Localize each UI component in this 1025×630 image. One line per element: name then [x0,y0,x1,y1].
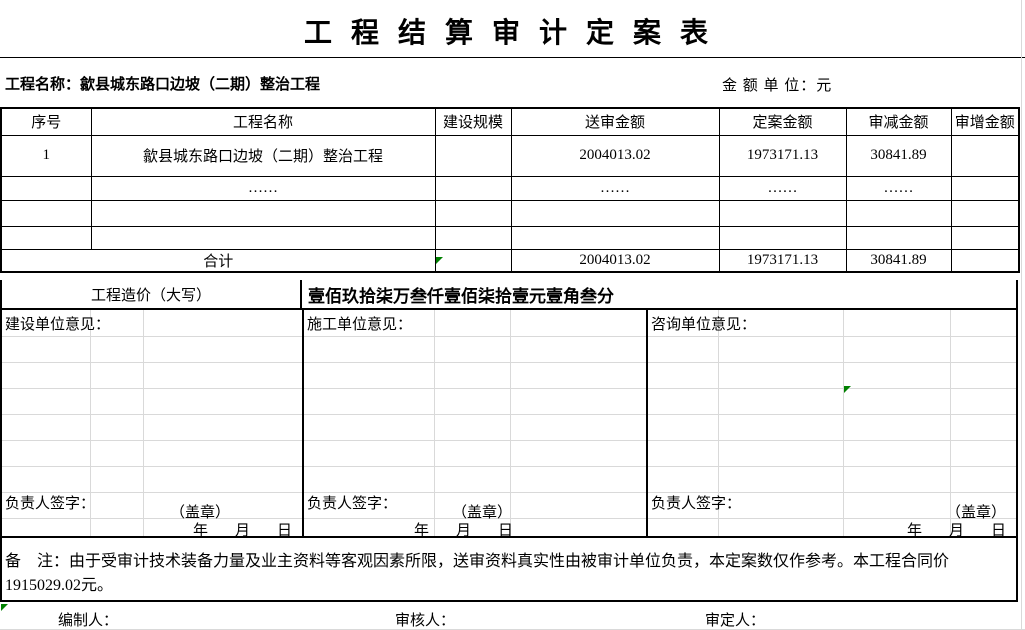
table-row [0,199,1020,227]
gridline [718,310,719,536]
total-row: 合计 2004013.02 1973171.13 30841.89 [0,248,1020,273]
opinion-title: 咨询单位意见： [651,317,757,333]
cell-project-name[interactable] [90,199,436,227]
date-label: 年 月 日 [906,523,1012,539]
col-header-project: 工程名称 [90,107,436,136]
cell-submitted-amount[interactable]: …… [510,175,720,201]
col-header-seq: 序号 [0,107,92,136]
gridline [2,388,1016,389]
table-row: 1 歙县城东路口边坡（二期）整治工程 2004013.02 1973171.13… [0,134,1020,177]
gridline [434,310,435,536]
preparer-label: 编制人： [58,613,119,629]
cell-finalized-amount[interactable]: 1973171.13 [718,134,847,177]
cell-finalized-amount[interactable] [718,199,847,227]
total-label: 合计 [0,248,436,273]
cell-flag-icon [844,386,851,393]
total-finalized-amount[interactable]: 1973171.13 [718,248,847,273]
signature-label: 负责人签字： [5,496,96,512]
total-scale[interactable] [434,248,512,273]
opinion-consulting-unit[interactable]: 咨询单位意见： 负责人签字： （盖章） 年 月 日 [648,310,1016,539]
gridline [950,310,951,536]
footer-row: 编制人： 审核人： 审定人： [0,602,1025,630]
note-section: 备 注：由于受审计技术装备力量及业主资料等客观因素所限，送审资料真实性由被审计单… [0,538,1018,602]
cell-scale[interactable] [434,225,512,250]
project-name-label: 工程名称：歙县城东路口边坡（二期）整治工程 [5,77,321,93]
col-header-scale: 建设规模 [434,107,512,136]
title-divider [0,57,1025,58]
cell-increased-amount[interactable] [950,199,1020,227]
table-row [0,225,1020,250]
seal-label: （盖章） [170,505,231,521]
cell-seq[interactable] [0,199,92,227]
total-increased-amount[interactable] [950,248,1020,273]
amount-unit-label: 金 额 单 位：元 [722,78,833,94]
page-title: 工 程 结 算 审 计 定 案 表 [303,18,714,49]
cell-seq[interactable] [0,225,92,250]
cell-finalized-amount[interactable] [718,225,847,250]
cell-scale[interactable] [434,175,512,201]
gridline [2,414,1016,415]
gridline [2,440,1016,441]
gridline [2,362,1016,363]
cell-scale[interactable] [434,199,512,227]
opinions-area: 建设单位意见： 负责人签字： （盖章） 年 月 日 施工单位意见： 负责人签字：… [0,310,1018,539]
cell-increased-amount[interactable] [950,175,1020,201]
date-label: 年 月 日 [192,523,298,539]
opinion-title: 建设单位意见： [5,317,111,333]
note-line-2: 1915029.02元。 [5,577,114,594]
opinion-title: 施工单位意见： [307,317,413,333]
cell-seq[interactable] [0,175,92,201]
seal-label: （盖章） [945,505,1006,521]
cost-in-words-label: 工程造价（大写） [2,280,302,308]
gridline [2,336,1016,337]
signature-label: 负责人签字： [307,496,398,512]
table-row: …… …… …… …… [0,175,1020,201]
total-submitted-amount[interactable]: 2004013.02 [510,248,720,273]
cell-project-name[interactable]: …… [90,175,436,201]
cell-submitted-amount[interactable] [510,225,720,250]
reviewer-label: 审核人： [395,613,456,629]
gridline [2,492,1016,493]
cell-flag-icon [436,257,443,264]
signature-label: 负责人签字： [651,496,742,512]
gridline [2,466,1016,467]
cell-flag-icon [1,604,8,611]
gridline [1021,0,1022,630]
gridline [510,310,511,536]
cell-seq[interactable]: 1 [0,134,92,177]
date-label: 年 月 日 [414,523,520,539]
col-header-finalized: 定案金额 [718,107,847,136]
gridline [2,518,1016,519]
cell-scale[interactable] [434,134,512,177]
cell-reduced-amount[interactable] [845,199,952,227]
cell-increased-amount[interactable] [950,225,1020,250]
opinion-construction-unit[interactable]: 建设单位意见： 负责人签字： （盖章） 年 月 日 [2,310,304,539]
gridline [90,310,91,536]
table-header-row: 序号 工程名称 建设规模 送审金额 定案金额 审减金额 审增金额 [0,107,1020,136]
approver-label: 审定人： [705,613,766,629]
cell-submitted-amount[interactable]: 2004013.02 [510,134,720,177]
cell-finalized-amount[interactable]: …… [718,175,847,201]
cell-reduced-amount[interactable]: …… [845,175,952,201]
cell-submitted-amount[interactable] [510,199,720,227]
cell-reduced-amount[interactable] [845,225,952,250]
cell-project-name[interactable] [90,225,436,250]
col-header-reduced: 审减金额 [845,107,952,136]
gridline [143,310,144,536]
seal-label: （盖章） [452,505,513,521]
col-header-submitted: 送审金额 [510,107,720,136]
summary-table: 序号 工程名称 建设规模 送审金额 定案金额 审减金额 审增金额 1 歙县城东路… [0,107,1020,273]
gridline [843,310,844,536]
cell-increased-amount[interactable] [950,134,1020,177]
total-reduced-amount[interactable]: 30841.89 [845,248,952,273]
note-line-1: 备 注：由于受审计技术装备力量及业主资料等客观因素所限，送审资料真实性由被审计单… [5,553,950,570]
cost-in-words-row: 工程造价（大写） 壹佰玖拾柒万叁仟壹佰柒拾壹元壹角叁分 [0,280,1018,310]
cost-in-words-value[interactable]: 壹佰玖拾柒万叁仟壹佰柒拾壹元壹角叁分 [308,286,614,306]
cell-reduced-amount[interactable]: 30841.89 [845,134,952,177]
cell-project-name[interactable]: 歙县城东路口边坡（二期）整治工程 [90,134,436,177]
col-header-increased: 审增金额 [950,107,1020,136]
opinion-contractor-unit[interactable]: 施工单位意见： 负责人签字： （盖章） 年 月 日 [304,310,648,539]
